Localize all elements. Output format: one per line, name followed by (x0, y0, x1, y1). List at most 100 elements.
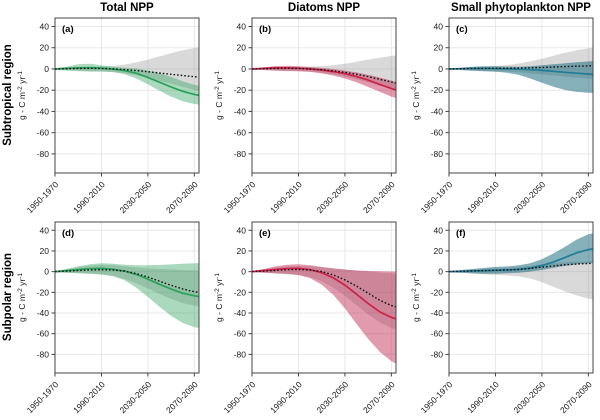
y-tick-label: -80 (37, 149, 50, 159)
y-tick-label: 0 (44, 64, 49, 74)
x-tick-label: 1950-1970 (25, 179, 61, 215)
y-tick-label: -80 (234, 349, 247, 359)
x-tick-label: 2070-2090 (164, 379, 200, 415)
y-tick-label: 20 (237, 246, 247, 256)
model-band (252, 65, 396, 98)
y-tick-label: 0 (44, 267, 49, 277)
x-tick-label: 2070-2090 (558, 379, 594, 415)
x-tick-label: 1990-2010 (268, 379, 304, 415)
y-axis-title: g - C m-2 yr-1 (411, 71, 421, 120)
panel-letter: (c) (456, 24, 468, 35)
model-mean-line (448, 248, 594, 273)
model-mean-line (54, 66, 200, 97)
y-tick-label: -40 (431, 308, 444, 318)
panel-a: 40 20 0 -20 -40 -60 -80 1950-1970 1990-2010 2030-… (17, 17, 200, 215)
model-band (55, 263, 199, 328)
y-tick-label: 40 (40, 225, 50, 235)
panel-f: 40 20 0 -20 -40 -60 -80 1950-1970 1990-2010 2030-… (411, 221, 594, 415)
model-band (449, 233, 593, 274)
x-tick-label: 1950-1970 (419, 379, 455, 415)
x-tick-label: 2070-2090 (361, 379, 397, 415)
x-tick-label: 2030-2050 (117, 379, 153, 415)
y-tick-label: 0 (241, 267, 246, 277)
y-tick-label: 20 (237, 43, 247, 53)
panel-c: 40 20 0 -20 -40 -60 -80 1950-1970 1990-2010 2030-… (411, 17, 594, 215)
y-axis-title: g - C m-2 yr-1 (214, 71, 224, 120)
y-tick-label: 40 (237, 21, 247, 31)
x-tick-label: 2030-2050 (511, 179, 547, 215)
y-tick-label: -40 (234, 308, 247, 318)
x-tick-label: 1990-2010 (71, 179, 107, 215)
y-tick-label: 0 (438, 267, 443, 277)
reference-dotted-line (54, 67, 200, 78)
panel-border (448, 17, 594, 174)
panel-b: 40 20 0 -20 -40 -60 -80 1950-1970 1990-2010 2030-… (214, 17, 397, 215)
y-axis-title: g - C m-2 yr-1 (17, 71, 27, 120)
y-axis-title: g - C m-2 yr-1 (17, 273, 27, 322)
y-tick-label: -20 (37, 85, 50, 95)
y-tick-label: -20 (431, 85, 444, 95)
y-tick-label: -60 (37, 329, 50, 339)
y-tick-label: -80 (431, 349, 444, 359)
panel-letter: (f) (456, 228, 466, 239)
y-tick-label: -40 (431, 106, 444, 116)
panel-e: 40 20 0 -20 -40 -60 -80 1950-1970 1990-2010 2030-… (214, 221, 397, 415)
x-tick-label: 2030-2050 (314, 379, 350, 415)
panel-border (448, 221, 594, 374)
column-title-diatoms-npp: Diatoms NPP (287, 2, 361, 14)
reference-band (55, 47, 199, 91)
y-tick-label: -80 (431, 149, 444, 159)
panel-letter: (d) (62, 228, 74, 239)
y-tick-label: -60 (431, 329, 444, 339)
panel-letter: (a) (62, 24, 74, 35)
reference-dotted-line (54, 268, 200, 293)
y-tick-label: 0 (241, 64, 246, 74)
y-tick-label: -60 (234, 329, 247, 339)
model-mean-line (251, 267, 397, 320)
reference-dotted-line (448, 262, 594, 273)
y-tick-label: -20 (234, 85, 247, 95)
y-tick-label: 0 (438, 64, 443, 74)
x-tick-label: 1990-2010 (71, 379, 107, 415)
y-tick-label: -40 (37, 308, 50, 318)
x-tick-label: 1950-1970 (419, 179, 455, 215)
panel-letter: (b) (259, 24, 271, 35)
y-tick-label: 40 (40, 21, 50, 31)
y-tick-label: 20 (434, 43, 444, 53)
y-tick-label: 20 (434, 246, 444, 256)
y-tick-label: 20 (40, 43, 50, 53)
x-tick-label: 2070-2090 (361, 179, 397, 215)
x-tick-label: 1950-1970 (25, 379, 61, 415)
y-tick-label: -60 (234, 128, 247, 138)
panel-letter: (e) (259, 228, 271, 239)
y-axis-title: g - C m-2 yr-1 (214, 273, 224, 322)
y-tick-label: -20 (234, 287, 247, 297)
y-axis-title: g - C m-2 yr-1 (411, 273, 421, 322)
y-tick-label: -40 (37, 106, 50, 116)
x-tick-label: 1990-2010 (465, 179, 501, 215)
column-title-small-phytoplankton-npp: Small phytoplankton NPP (451, 2, 591, 14)
panel-d: 40 20 0 -20 -40 -60 -80 1950-1970 1990-2010 2030-… (17, 221, 200, 415)
reference-dotted-line (251, 67, 397, 84)
y-tick-label: -60 (37, 128, 50, 138)
column-title-total-npp: Total NPP (100, 2, 154, 14)
y-tick-label: -80 (234, 149, 247, 159)
reference-band (252, 265, 396, 330)
y-tick-label: -20 (431, 287, 444, 297)
panel-border (54, 221, 200, 374)
y-tick-label: -60 (431, 128, 444, 138)
reference-band (55, 264, 199, 307)
y-tick-label: 40 (434, 225, 444, 235)
x-tick-label: 1990-2010 (465, 379, 501, 415)
x-tick-label: 2070-2090 (558, 179, 594, 215)
x-tick-label: 1950-1970 (222, 179, 258, 215)
panel-border (54, 17, 200, 174)
panel-border (251, 221, 397, 374)
panel-border (251, 17, 397, 174)
model-band (252, 264, 396, 364)
y-tick-label: -20 (37, 287, 50, 297)
x-tick-label: 2030-2050 (117, 179, 153, 215)
x-tick-label: 2030-2050 (511, 379, 547, 415)
